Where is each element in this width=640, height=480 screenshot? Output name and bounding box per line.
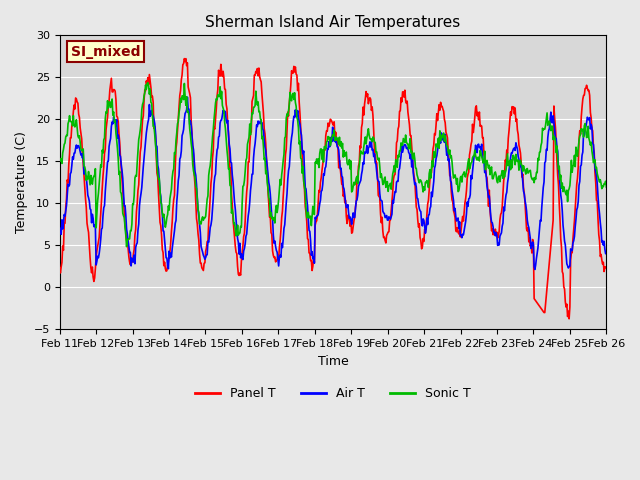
Air T (66, 182, 74, 188)
Air T (531, 266, 539, 272)
Air T (177, 148, 185, 154)
Panel T (66, 151, 74, 157)
Panel T (416, 235, 424, 240)
Panel T (565, 316, 573, 322)
Sonic T (123, 244, 131, 250)
Line: Air T: Air T (60, 97, 606, 269)
Panel T (602, 264, 610, 270)
Sonic T (144, 80, 152, 85)
Panel T (122, 228, 130, 234)
Air T (207, 222, 215, 228)
Air T (56, 227, 63, 233)
X-axis label: Time: Time (317, 355, 348, 368)
Sonic T (401, 140, 409, 145)
Text: SI_mixed: SI_mixed (70, 45, 140, 59)
Sonic T (66, 113, 74, 119)
Y-axis label: Temperature (C): Temperature (C) (15, 132, 28, 233)
Sonic T (122, 232, 130, 238)
Sonic T (208, 145, 216, 151)
Air T (602, 251, 610, 256)
Panel T (56, 265, 63, 271)
Air T (122, 212, 130, 218)
Sonic T (56, 156, 63, 161)
Air T (184, 94, 191, 100)
Air T (416, 208, 424, 214)
Sonic T (417, 178, 425, 183)
Line: Sonic T: Sonic T (60, 83, 606, 247)
Line: Panel T: Panel T (60, 59, 606, 319)
Panel T (207, 180, 215, 186)
Sonic T (179, 93, 187, 98)
Panel T (177, 77, 185, 83)
Panel T (180, 56, 188, 61)
Air T (400, 142, 408, 148)
Legend: Panel T, Air T, Sonic T: Panel T, Air T, Sonic T (190, 383, 476, 406)
Title: Sherman Island Air Temperatures: Sherman Island Air Temperatures (205, 15, 461, 30)
Sonic T (602, 184, 610, 190)
Panel T (400, 94, 408, 100)
